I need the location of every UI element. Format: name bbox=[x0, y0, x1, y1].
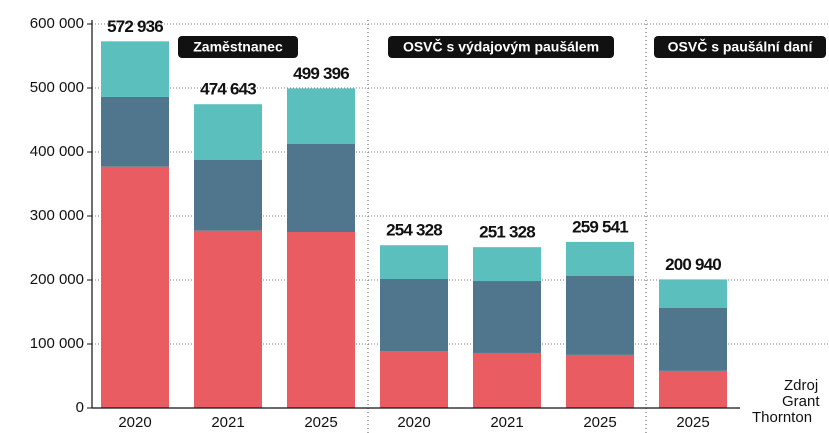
bar-segment bbox=[380, 278, 448, 352]
y-tick-label: 400 000 bbox=[30, 143, 84, 160]
bar-segment bbox=[566, 241, 634, 276]
bar-segment bbox=[287, 88, 355, 144]
total-label: 499 396 bbox=[293, 64, 349, 83]
y-tick-label: 300 000 bbox=[30, 207, 84, 224]
y-tick-label: 200 000 bbox=[30, 271, 84, 288]
group-label: OSVČ s paušální daní bbox=[668, 38, 814, 55]
total-label: 254 328 bbox=[386, 221, 442, 240]
bar-segment bbox=[380, 245, 448, 279]
x-tick-label: 2020 bbox=[397, 414, 430, 431]
x-tick-label: 2021 bbox=[211, 414, 244, 431]
group-label: Zaměstnanec bbox=[193, 39, 283, 55]
group-label-box bbox=[654, 36, 826, 58]
bar-segment bbox=[473, 247, 541, 282]
bar-segment bbox=[194, 230, 262, 408]
source: Thornton bbox=[752, 409, 812, 426]
total-label: 200 940 bbox=[665, 255, 721, 274]
bar-segment bbox=[101, 96, 169, 167]
group-label-box bbox=[388, 36, 614, 58]
bar-segment bbox=[287, 144, 355, 232]
bar-segment bbox=[101, 41, 169, 97]
bar-segment bbox=[380, 351, 448, 408]
source: Zdroj bbox=[784, 377, 818, 394]
group-label: OSVČ s výdajovým paušálem bbox=[403, 38, 599, 55]
bar-segment bbox=[566, 354, 634, 408]
bar-segment bbox=[101, 166, 169, 408]
bar-segment bbox=[473, 352, 541, 408]
x-tick-label: 2025 bbox=[676, 414, 709, 431]
bar-segment bbox=[473, 281, 541, 353]
total-label: 251 328 bbox=[479, 223, 535, 242]
group-label-box bbox=[178, 36, 298, 58]
bar-segment bbox=[194, 104, 262, 160]
bar-segment bbox=[659, 279, 727, 308]
bar-segment bbox=[566, 276, 634, 355]
total-label: 474 643 bbox=[200, 80, 256, 99]
x-tick-label: 2025 bbox=[583, 414, 616, 431]
bar-segment bbox=[659, 370, 727, 408]
bar-segment bbox=[287, 232, 355, 408]
total-label: 572 936 bbox=[107, 17, 163, 36]
x-tick-label: 2020 bbox=[118, 414, 151, 431]
y-tick-label: 600 000 bbox=[30, 15, 84, 32]
y-tick-label: 500 000 bbox=[30, 79, 84, 96]
x-tick-label: 2021 bbox=[490, 414, 523, 431]
source: Grant bbox=[782, 393, 820, 410]
bar-segment bbox=[194, 160, 262, 231]
x-tick-label: 2025 bbox=[304, 414, 337, 431]
total-label: 259 541 bbox=[572, 217, 628, 236]
y-tick-label: 100 000 bbox=[30, 335, 84, 352]
bar-segment bbox=[659, 308, 727, 371]
y-tick-label: 0 bbox=[76, 399, 84, 416]
